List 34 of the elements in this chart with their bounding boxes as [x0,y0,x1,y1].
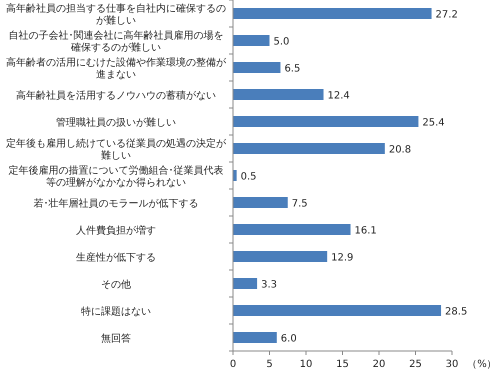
data-label: 25.4 [422,118,445,128]
y-tick-label: 特に課題はない [81,306,151,318]
x-tick-label: 10 [300,359,312,370]
data-label: 28.5 [445,306,468,318]
data-label: 3.3 [261,280,277,290]
data-label: 12.9 [331,252,354,264]
data-label: 5.0 [274,36,290,48]
y-tick-label: 生産性が低下する [76,252,156,264]
x-tick-label: 15 [336,359,349,370]
x-tick-label: 0 [230,359,236,370]
data-label: 16.1 [354,226,377,236]
x-tick-label: 20 [372,359,386,370]
y-tick-label: 高年齢者の活用にむけた設備や作業環境の整備が進まない [6,56,227,80]
y-tick-label: 管理職社員の扱いが難しい [56,116,176,128]
y-tick-label: 若･壮年層社員のモラールが低下する [34,198,198,210]
x-tick-label: 5 [266,359,273,370]
y-tick-label: 自社の子会社･関連会社に高年齢社員雇用の場を確保するのが難しい [8,30,224,54]
data-label: 27.2 [436,10,458,20]
data-label: 7.5 [292,198,308,210]
x-tick-label: 30 [446,359,458,370]
y-tick-label: 定年後雇用の措置について労働組合･従業員代表等の理解がなかなか得られない [8,164,224,188]
y-tick-label: 高年齢社員を活用するノウハウの蓄積がない [16,90,216,102]
x-axis-title: （%） [467,359,497,370]
data-label: 6.5 [284,64,300,74]
y-tick-label: 定年後も雇用し続けている従業員の処遇の決定が難しい [6,138,227,162]
data-label: 20.8 [388,144,412,156]
data-label: 0.5 [240,172,257,182]
y-tick-label: その他 [101,278,131,290]
data-label: 6.0 [280,334,297,344]
data-label: 12.4 [328,90,350,102]
y-tick-label: 高年齢社員の担当する仕事を自社内に確保するのが難しい [6,2,226,26]
x-tick-label: 25 [409,359,422,370]
y-tick-label: 無回答 [101,332,131,344]
y-tick-label: 人件費負担が増す [76,224,156,236]
